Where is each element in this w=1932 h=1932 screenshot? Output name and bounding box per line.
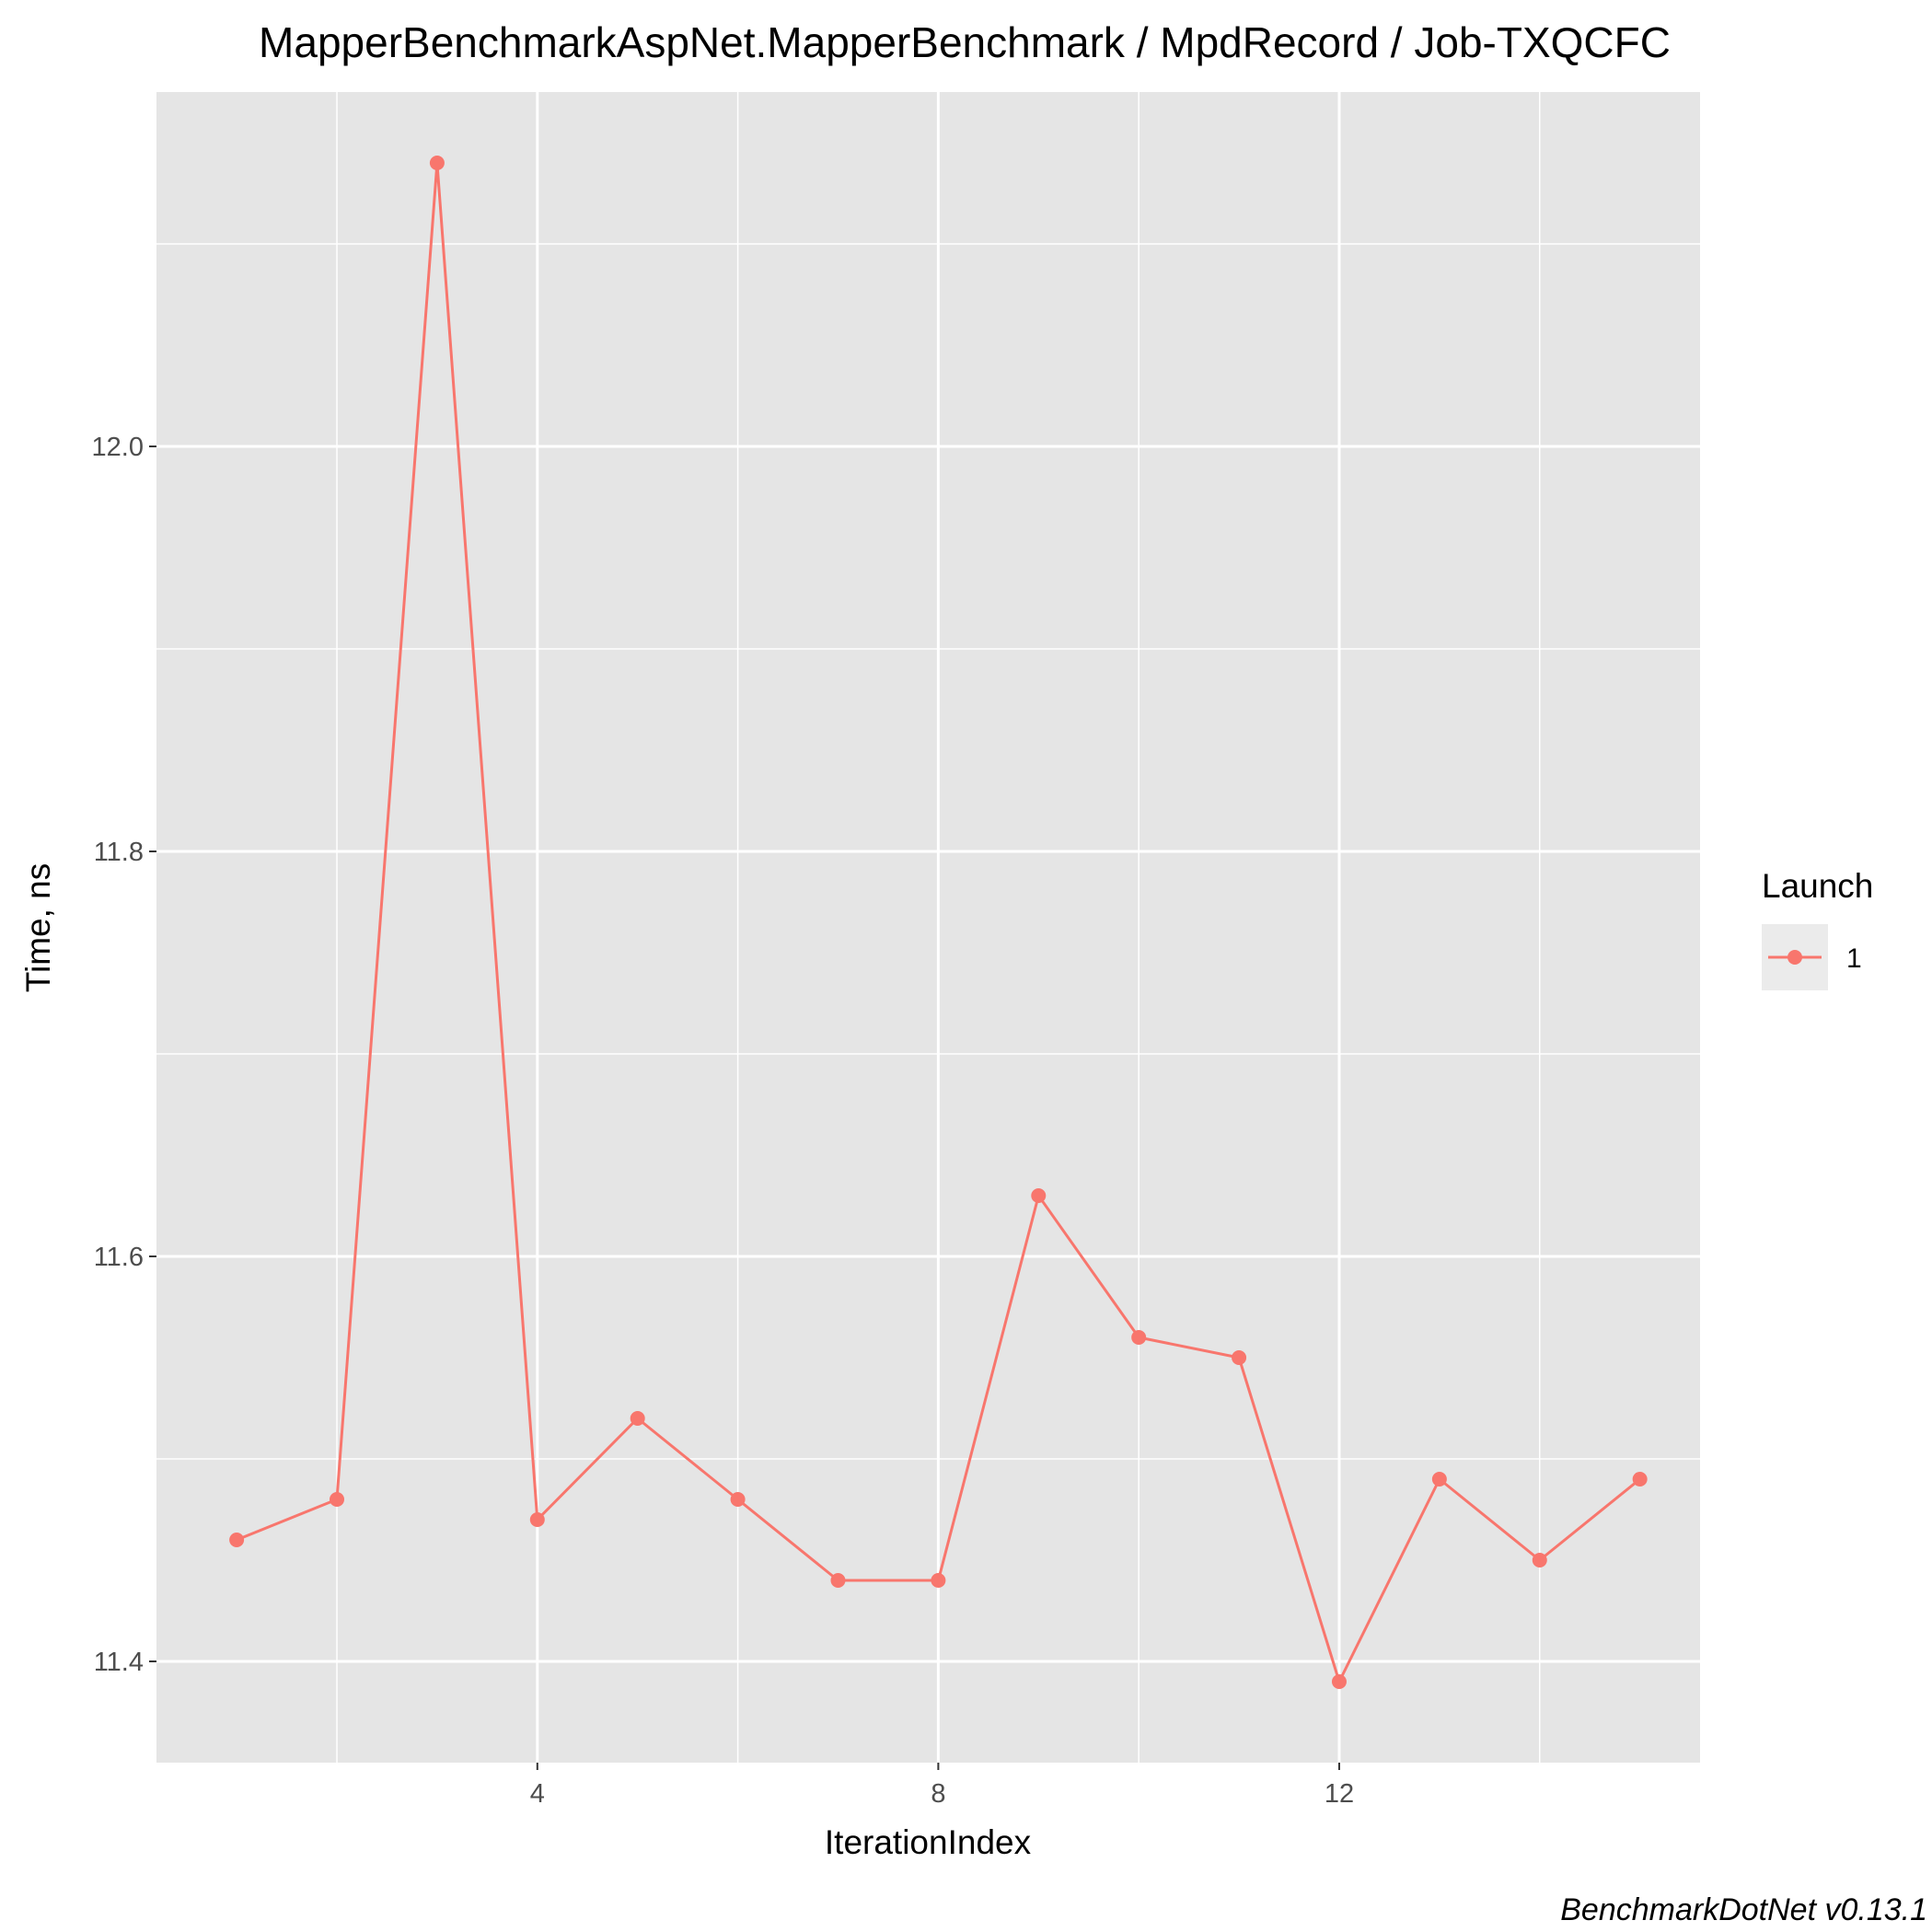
caption: BenchmarkDotNet v0.13.1	[1560, 1892, 1927, 1927]
x-tick-label: 8	[931, 1779, 945, 1809]
series-layer	[229, 156, 1648, 1689]
legend-entry-label: 1	[1846, 943, 1862, 974]
data-point	[1331, 1674, 1347, 1689]
y-tick-label: 11.4	[94, 1648, 144, 1677]
data-point	[1031, 1188, 1047, 1203]
axis-ticks	[149, 445, 1340, 1770]
data-point	[429, 156, 445, 170]
x-tick-label: 12	[1325, 1779, 1354, 1809]
data-point	[1632, 1472, 1648, 1487]
y-tick-label: 12.0	[92, 433, 144, 462]
chart-title: MapperBenchmarkAspNet.MapperBenchmark / …	[259, 18, 1671, 66]
minor-gridlines	[156, 92, 1700, 1763]
legend-key-point	[1787, 950, 1802, 965]
data-point	[931, 1573, 946, 1588]
y-axis-label: Time, ns	[19, 863, 57, 992]
data-point	[229, 1533, 245, 1547]
data-point	[529, 1512, 545, 1527]
legend: Launch 1	[1762, 867, 1873, 990]
x-tick-label: 4	[530, 1779, 545, 1809]
y-tick-label: 11.8	[94, 838, 144, 867]
major-gridlines	[156, 92, 1700, 1763]
tick-labels: 11.4 11.6 11.8 12.0 4 8 12	[92, 433, 1355, 1809]
data-point	[1431, 1472, 1447, 1487]
x-axis-label: IterationIndex	[825, 1823, 1032, 1861]
data-point	[830, 1573, 846, 1588]
data-point	[1232, 1350, 1247, 1365]
data-point	[1532, 1553, 1547, 1568]
plot-panel	[156, 92, 1700, 1763]
data-point	[330, 1492, 345, 1507]
data-point	[630, 1411, 645, 1426]
y-tick-label: 11.6	[94, 1243, 144, 1272]
data-point	[1131, 1330, 1147, 1345]
data-point	[730, 1492, 746, 1507]
legend-title: Launch	[1762, 867, 1873, 905]
